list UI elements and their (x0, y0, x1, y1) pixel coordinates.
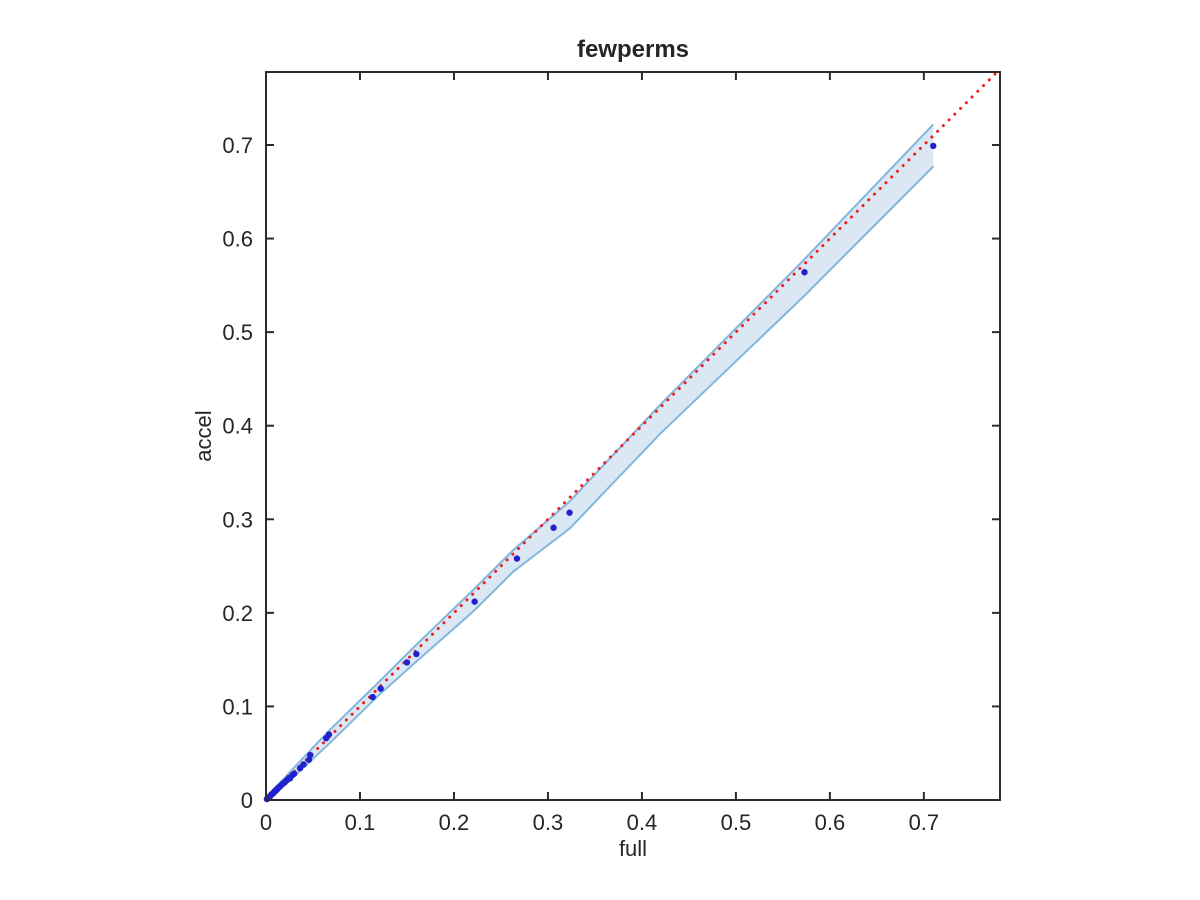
x-tick-label: 0.4 (627, 810, 658, 835)
chart-title: fewperms (577, 36, 689, 63)
y-tick-label: 0.4 (222, 414, 253, 439)
scatter-point (566, 509, 573, 516)
scatter-point (403, 659, 411, 666)
y-tick-label: 0 (241, 788, 253, 813)
y-tick-label: 0.3 (222, 507, 253, 532)
reference-line-layer (264, 70, 999, 802)
confidence-band-layer (265, 123, 934, 801)
y-axis-label: accel (191, 410, 216, 461)
axes-layer (265, 71, 1001, 801)
confidence-band-lower-edge (265, 165, 934, 801)
scatter-point (513, 555, 521, 562)
y-tick-label: 0.5 (222, 320, 253, 345)
confidence-band-fill (266, 124, 934, 801)
scatter-point (801, 269, 808, 276)
x-tick-label: 0.5 (721, 810, 752, 835)
scatter-point (300, 761, 307, 768)
axes-frame (265, 71, 1001, 801)
x-tick-label: 0.1 (345, 810, 376, 835)
scatter-point (369, 693, 376, 701)
scatter-point (290, 770, 298, 777)
y-tick-label: 0.6 (222, 227, 253, 252)
x-tick-label: 0.7 (909, 810, 940, 835)
x-tick-label: 0.6 (815, 810, 846, 835)
scatter-point (413, 650, 420, 658)
scatter-point (471, 598, 478, 605)
x-axis-label: full (619, 836, 647, 861)
y-tick-label: 0.7 (222, 133, 253, 158)
scatter-point (377, 685, 384, 692)
y-tick-label: 0.1 (222, 694, 253, 719)
tick-label-layer: 0 0.1 0.2 0.3 0.4 0.5 0.6 0.7 0 0.1 0.2 0.3 0.4 0.5 0.… (222, 133, 939, 835)
identity-reference-line (264, 70, 999, 802)
scatter-point (306, 751, 314, 759)
x-tick-label: 0 (260, 810, 272, 835)
scatter-point (325, 731, 333, 738)
y-tick-label: 0.2 (222, 601, 253, 626)
scatter-point (930, 142, 937, 150)
x-tick-label: 0.2 (439, 810, 470, 835)
x-tick-label: 0.3 (533, 810, 564, 835)
scatter-point (550, 524, 557, 531)
